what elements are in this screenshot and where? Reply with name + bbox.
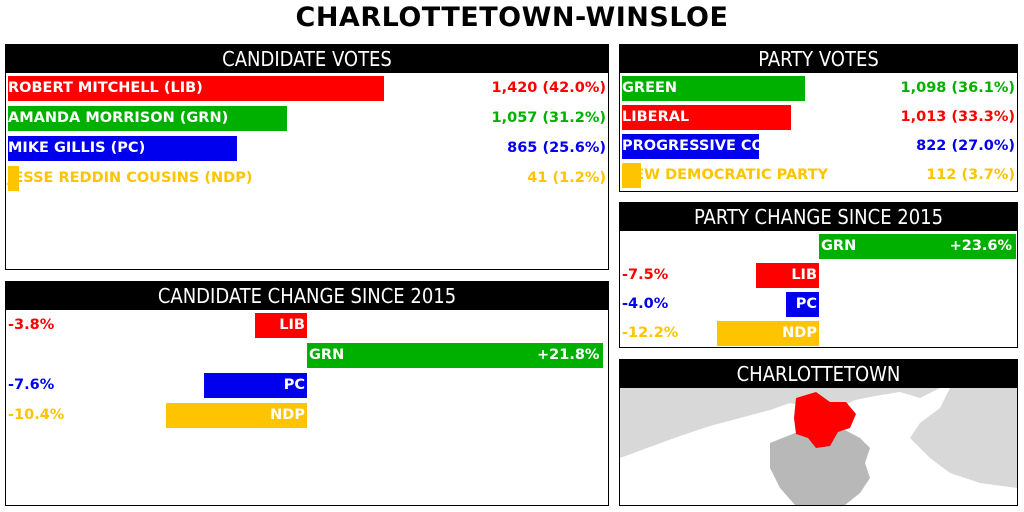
vote-bar: [8, 76, 385, 101]
vote-bar-label: JESSE REDDIN COUSINS (NDP): [8, 170, 253, 186]
vote-bar-value: 41 (1.2%): [527, 170, 606, 186]
page-title: CHARLOTTETOWN-WINSLOE: [295, 2, 729, 33]
vote-bar-label: AMANDA MORRISON (GRN): [8, 110, 229, 126]
change-value: -3.8%: [8, 317, 55, 333]
vote-bar: [622, 163, 641, 188]
map-city-area: [770, 430, 870, 505]
vote-bar-value: 865 (25.6%): [507, 140, 606, 156]
change-bar-label: GRN: [821, 238, 857, 254]
change-bar-label: LIB: [279, 317, 305, 333]
change-bar-value: +21.8%: [537, 347, 600, 363]
vote-bar-value: 1,098 (36.1%): [900, 80, 1015, 96]
vote-bar-label: NEW DEMOCRATIC PARTY: [622, 167, 829, 183]
vote-bar: [622, 76, 805, 101]
change-bar: [819, 234, 1017, 259]
candidate-change-header: CANDIDATE CHANGE SINCE 2015: [6, 282, 608, 310]
vote-bar-label: PROGRESSIVE CONSERVATIVE: [622, 138, 865, 154]
candidate-votes-panel: CANDIDATE VOTES ROBERT MITCHELL (LIB) 1,4…: [5, 44, 609, 270]
vote-bar-label: LIBERAL: [622, 109, 690, 125]
change-bar: [785, 292, 819, 317]
change-bar: [756, 263, 819, 288]
vote-bar: [622, 134, 759, 159]
party-change-panel: PARTY CHANGE SINCE 2015 GRN +23.6% LIB -7.5…: [619, 202, 1018, 348]
change-bar-label: PC: [795, 296, 817, 312]
change-bar-label: NDP: [782, 325, 817, 341]
district-map: [620, 388, 1017, 505]
change-value: -4.0%: [622, 296, 669, 312]
change-bar-value: +23.6%: [949, 238, 1013, 254]
candidate-change-panel: CANDIDATE CHANGE SINCE 2015 LIB -3.8% GRN +…: [5, 281, 609, 506]
party-change-header: PARTY CHANGE SINCE 2015: [620, 203, 1017, 231]
vote-bar-value: 1,057 (31.2%): [491, 110, 606, 126]
map-panel: CHARLOTTETOWN: [619, 359, 1018, 506]
change-value: -10.4%: [8, 407, 65, 423]
map-district-highlight: [794, 392, 856, 448]
vote-bar-value: 112 (3.7%): [926, 167, 1015, 183]
vote-bar-value: 1,013 (33.3%): [900, 109, 1015, 125]
change-bar-label: GRN: [309, 347, 345, 363]
change-bar: [717, 321, 819, 346]
change-bar-label: NDP: [270, 407, 305, 423]
party-votes-panel: PARTY VOTES GREEN 1,098 (36.1%) LIBERAL 1,0…: [619, 44, 1018, 192]
change-bar: [203, 373, 307, 398]
change-bar: [165, 403, 307, 428]
change-bar: [255, 313, 307, 338]
change-value: -7.6%: [8, 377, 55, 393]
vote-bar: [8, 136, 238, 161]
map-header: CHARLOTTETOWN: [620, 360, 1017, 388]
vote-bar-value: 1,420 (42.0%): [491, 80, 606, 96]
vote-bar-label: ROBERT MITCHELL (LIB): [8, 80, 203, 96]
change-value: -12.2%: [622, 325, 679, 341]
change-bar: [307, 343, 604, 368]
candidate-votes-header: CANDIDATE VOTES: [6, 45, 608, 73]
change-bar-label: PC: [283, 377, 305, 393]
vote-bar: [8, 166, 19, 191]
change-value: -7.5%: [622, 267, 669, 283]
party-votes-header: PARTY VOTES: [620, 45, 1017, 73]
vote-bar-label: MIKE GILLIS (PC): [8, 140, 146, 156]
vote-bar-label: GREEN: [622, 80, 678, 96]
change-bar-label: LIB: [791, 267, 817, 283]
vote-bar-value: 822 (27.0%): [916, 138, 1015, 154]
vote-bar: [622, 105, 791, 130]
vote-bar: [8, 106, 288, 131]
